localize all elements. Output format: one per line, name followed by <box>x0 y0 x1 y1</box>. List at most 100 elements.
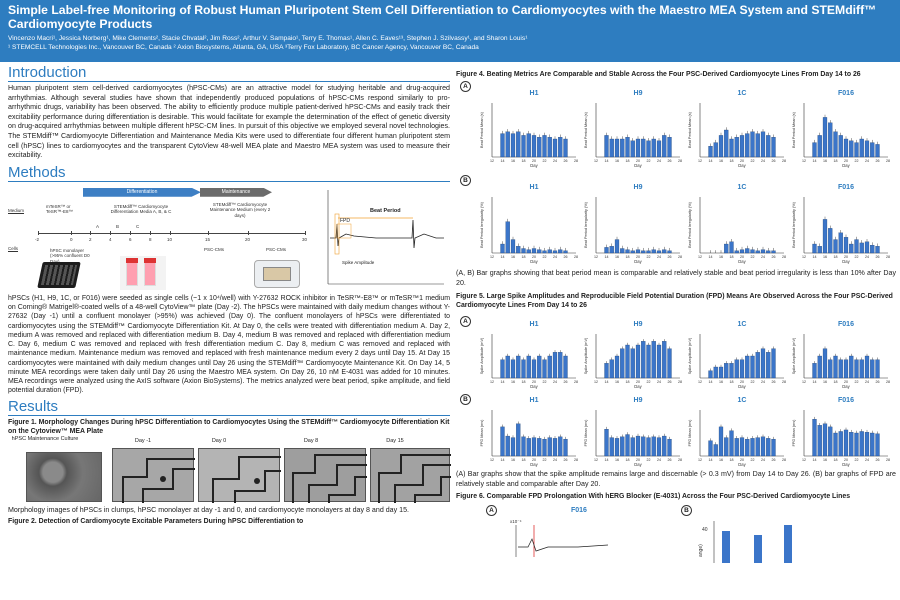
chart-bar <box>854 239 859 254</box>
chart-title: H1 <box>530 397 539 404</box>
x-tick-label: 12 <box>490 380 494 384</box>
chart-bar <box>817 135 822 158</box>
chart-bar <box>812 419 817 457</box>
x-tick-label: 16 <box>823 458 827 462</box>
x-tick-label: 22 <box>751 380 755 384</box>
methods-text: hPSCs (H1, H9, 1C, or F016) were seeded … <box>8 294 450 395</box>
chart-bar <box>547 437 552 457</box>
diff-medium-label: STEMdiff™ Cardiomyocyte Differentiation … <box>110 203 172 215</box>
x-tick-label: 28 <box>886 255 890 259</box>
chart-bar <box>646 345 651 379</box>
chart-bar <box>875 359 880 379</box>
chart-bar <box>542 250 547 254</box>
chart-bar <box>625 137 630 158</box>
fig6b-bar <box>784 525 792 564</box>
chart-bar <box>537 249 542 254</box>
x-tick-label: 12 <box>490 255 494 259</box>
chart-bar <box>870 142 875 158</box>
tick-label: 6 <box>129 236 132 242</box>
x-tick-label: 14 <box>605 255 609 259</box>
chart-bar <box>547 249 552 254</box>
x-tick-label: 16 <box>615 255 619 259</box>
x-axis-label: Day <box>634 163 642 168</box>
chart-title: H1 <box>530 184 539 191</box>
x-tick-label: 14 <box>813 380 817 384</box>
y-axis-label: FPD Mean (ms) <box>480 419 484 447</box>
chart-bar <box>745 133 750 158</box>
chart-bar <box>812 142 817 158</box>
introduction-heading: Introduction <box>8 64 450 82</box>
x-tick-label: 16 <box>511 159 515 163</box>
chart-bar <box>745 248 750 254</box>
chart-bar <box>563 439 568 457</box>
chart-bar <box>760 348 766 379</box>
chart-title: 1C <box>738 90 747 97</box>
chart-bar <box>739 249 745 254</box>
chart-bar <box>870 433 875 457</box>
chart-bar <box>724 129 729 158</box>
x-tick-label: 18 <box>522 380 526 384</box>
morph-image-maintenance <box>26 451 102 502</box>
chart-bar <box>750 438 755 457</box>
poster-title: Simple Label-free Monitoring of Robust H… <box>8 3 877 31</box>
x-tick-label: 28 <box>678 255 682 259</box>
chart-bar <box>614 138 620 158</box>
fig6-panel: A B F016 x10⁻⁴ 40 ange) <box>456 501 896 564</box>
chart-bar <box>614 356 620 379</box>
x-tick-label: 28 <box>886 159 890 163</box>
x-tick-label: 18 <box>522 255 526 259</box>
chart-bar <box>838 135 843 158</box>
fig6-line-title: F016 <box>571 507 587 515</box>
chart-bar <box>609 138 614 158</box>
fig2-caption: Figure 2. Detection of Cardiomyocyte Exc… <box>8 518 304 526</box>
x-tick-label: 16 <box>823 255 827 259</box>
x-tick-label: 14 <box>813 255 817 259</box>
chart-title: 1C <box>738 397 747 404</box>
morph-label: Day 8 <box>303 437 319 444</box>
x-tick-label: 16 <box>823 159 827 163</box>
chart-bar <box>505 356 510 379</box>
x-tick-label: 24 <box>761 255 765 259</box>
x-tick-label: 22 <box>855 380 859 384</box>
x-tick-label: 18 <box>834 255 838 259</box>
fig5-bar-charts: H1 Spike Amplitude (mV) 12 14 16 18 20 22 24 26 28… <box>480 321 890 467</box>
chart-bar <box>646 140 651 158</box>
chart-bar <box>724 243 729 254</box>
chart-bar <box>656 345 662 379</box>
field-potential-trace: Beat Period FPD Spike Amplitude <box>316 183 448 290</box>
cells-row-label: Cells <box>8 245 19 251</box>
chart-bar <box>558 352 563 379</box>
chart-bar <box>708 440 713 457</box>
chart-bar <box>526 133 531 158</box>
chart-title: 1C <box>738 321 747 328</box>
x-tick-label: 28 <box>886 458 890 462</box>
chart-bar <box>864 241 870 254</box>
chart-title: H1 <box>530 321 539 328</box>
chart-bar <box>812 363 817 379</box>
chart-bar <box>822 117 828 158</box>
x-tick-label: 12 <box>802 159 806 163</box>
chart-bar <box>667 348 672 379</box>
chart-bar <box>547 137 552 158</box>
x-tick-label: 14 <box>813 458 817 462</box>
x-axis-label: Day <box>842 462 850 467</box>
x-tick-label: 26 <box>772 380 776 384</box>
chart-bar <box>635 436 641 457</box>
x-tick-label: 16 <box>823 380 827 384</box>
chart-bar <box>870 245 875 254</box>
chart-bar <box>849 432 854 457</box>
x-tick-label: 22 <box>751 458 755 462</box>
x-tick-label: 24 <box>865 458 869 462</box>
chart-bar <box>521 359 526 379</box>
chart-bar <box>656 437 662 457</box>
x-tick-label: 28 <box>678 159 682 163</box>
maint-medium-label: STEMdiff™ Cardiomyocyte Maintenance Medi… <box>209 201 271 218</box>
chart-bar <box>531 248 537 254</box>
y-axis-label: Beat Period Irregularity (%) <box>480 201 484 248</box>
x-tick-label: 24 <box>865 380 869 384</box>
chart-bar <box>526 356 531 379</box>
methods-schematic: Differentiation Maintenance Medium mTeSR… <box>8 183 450 292</box>
x-tick-label: 18 <box>730 458 734 462</box>
x-axis-label: Day <box>634 384 642 389</box>
chart-bar <box>729 138 734 158</box>
